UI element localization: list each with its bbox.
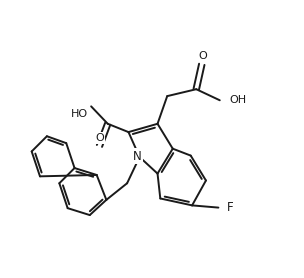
Text: O: O (199, 51, 208, 61)
Text: F: F (227, 201, 233, 214)
Text: N: N (133, 150, 142, 163)
Text: HO: HO (71, 109, 88, 119)
Text: OH: OH (230, 95, 247, 105)
Text: O: O (95, 133, 104, 143)
